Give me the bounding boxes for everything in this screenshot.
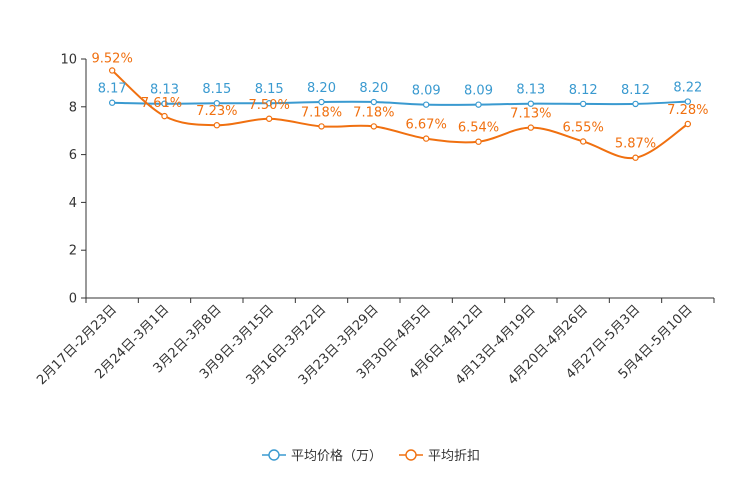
data-label-avg-price: 8.20 xyxy=(359,81,388,96)
series-1-point xyxy=(527,100,535,107)
data-label-avg-discount: 6.54% xyxy=(458,121,499,136)
y-tick-label: 2 xyxy=(69,244,77,259)
legend-label: 平均价格（万） xyxy=(291,448,382,464)
data-label-avg-discount: 7.50% xyxy=(249,98,290,113)
data-label-avg-discount: 7.23% xyxy=(196,104,237,119)
series-2-point xyxy=(579,138,587,145)
series-2-point xyxy=(265,115,273,122)
series-2-point xyxy=(108,67,116,74)
legend-item-avg-price[interactable]: 平均价格（万） xyxy=(262,448,382,464)
series-2-point xyxy=(527,124,535,131)
y-tick-label: 8 xyxy=(69,100,77,115)
data-label-avg-discount: 9.52% xyxy=(92,51,133,66)
series-2-point xyxy=(632,154,639,161)
series-2-point xyxy=(318,123,325,130)
series-line-1 xyxy=(112,100,688,106)
y-axis-ticks: 0 2 4 6 8 10 xyxy=(60,53,86,307)
legend-label: 平均折扣 xyxy=(428,449,480,464)
x-axis-ticks: 2月17日-2月23日2月24日-3月1日3月2日-3月8日3月9日-3月15日… xyxy=(34,298,715,388)
data-label-avg-discount: 7.28% xyxy=(667,103,708,118)
series-1-point xyxy=(318,98,325,106)
series-1-point xyxy=(161,100,168,107)
series-1-point xyxy=(265,100,273,107)
data-label-avg-discount: 7.13% xyxy=(510,107,551,122)
series-2-point xyxy=(213,122,221,129)
data-label-avg-price: 8.12 xyxy=(621,83,650,98)
data-label-avg-price: 8.17 xyxy=(98,82,127,97)
data-label-avg-price: 8.20 xyxy=(307,81,336,96)
series-1-point xyxy=(108,99,116,106)
series-1-point xyxy=(213,100,221,107)
series-1-point xyxy=(632,100,639,108)
data-label-avg-price: 8.15 xyxy=(202,82,231,97)
series-1-point xyxy=(684,98,692,105)
legend-item-avg-discount[interactable]: 平均折扣 xyxy=(399,449,480,464)
series-2-point xyxy=(422,135,430,142)
data-label-avg-price: 8.09 xyxy=(412,84,441,99)
data-label-avg-discount: 6.55% xyxy=(563,120,604,135)
data-label-avg-price: 8.09 xyxy=(464,84,493,99)
data-label-avg-price: 8.22 xyxy=(673,81,702,96)
legend-marker-icon xyxy=(405,449,417,461)
series-line-2 xyxy=(111,69,689,160)
legend-marker-icon xyxy=(268,449,280,461)
data-label-avg-discount: 7.61% xyxy=(141,96,182,111)
y-tick-label: 0 xyxy=(69,292,77,307)
data-label-avg-discount: 6.67% xyxy=(406,118,447,133)
data-label-avg-price: 8.13 xyxy=(150,83,179,98)
data-label-avg-price: 8.12 xyxy=(569,83,598,98)
y-tick-label: 6 xyxy=(69,148,77,163)
data-label-avg-discount: 7.18% xyxy=(353,105,394,120)
data-labels-layer: 8.17 8.13 8.15 8.15 8.20 8.20 8.09 8.09 8.13 8.12… xyxy=(92,51,709,151)
series-layer xyxy=(108,67,692,161)
series-2-point xyxy=(161,112,168,120)
data-label-avg-price: 8.13 xyxy=(516,83,545,98)
legend[interactable]: 平均价格（万） 平均折扣 xyxy=(262,448,480,464)
data-label-avg-discount: 5.87% xyxy=(615,137,656,152)
series-1-point xyxy=(579,100,587,108)
series-1-point xyxy=(475,101,482,108)
series-2-point xyxy=(684,120,692,128)
data-label-avg-discount: 7.18% xyxy=(301,105,342,120)
y-tick-label: 4 xyxy=(69,196,77,211)
y-tick-label: 10 xyxy=(60,53,77,68)
series-1-point xyxy=(422,101,430,108)
series-2-point xyxy=(370,123,378,130)
data-label-avg-price: 8.15 xyxy=(255,82,284,97)
axes xyxy=(85,59,714,299)
series-2-point xyxy=(475,138,482,145)
series-1-point xyxy=(370,98,378,106)
